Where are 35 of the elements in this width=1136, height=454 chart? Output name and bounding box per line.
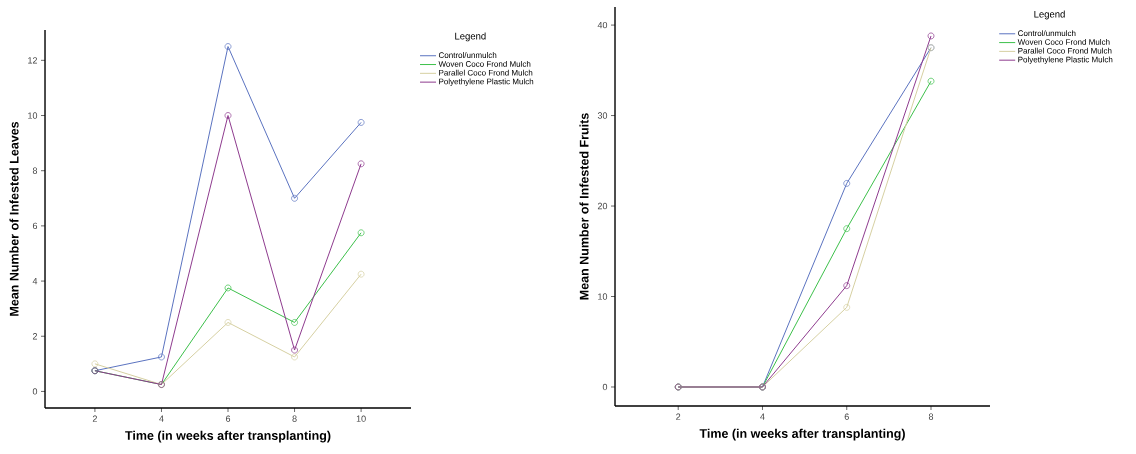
legend-label: Polyethylene Plastic Mulch: [1018, 56, 1113, 64]
x-tick-label: 6: [844, 413, 849, 420]
x-tick-label: 2: [676, 413, 681, 420]
legend-label: Parallel Coco Frond Mulch: [439, 69, 533, 76]
legend-label: Control/unmulch: [1018, 30, 1076, 37]
y-tick-label: 0: [602, 383, 608, 391]
x-tick-label: 2: [92, 415, 97, 422]
x-tick-label: 8: [928, 413, 934, 420]
x-tick-label: 8: [292, 415, 297, 422]
y-tick-label: 4: [32, 277, 38, 285]
x-tick-label: 4: [760, 413, 765, 420]
y-tick-label: 12: [28, 57, 38, 64]
x-tick-label: 4: [159, 415, 164, 422]
y-tick-label: 40: [597, 21, 608, 29]
x-axis-title: Time (in weeks after transplanting): [125, 430, 331, 443]
y-tick-label: 20: [597, 202, 608, 210]
y-tick-label: 10: [598, 293, 608, 300]
y-axis-title: Mean Number of Infested Leaves: [9, 121, 19, 316]
legend-label: Woven Coco Frond Mulch: [1017, 38, 1110, 45]
y-tick-label: 10: [28, 112, 38, 119]
legend-label: Control/unmulch: [438, 52, 497, 58]
y-tick-label: 8: [32, 167, 38, 174]
y-tick-label: 0: [32, 388, 38, 395]
x-tick-label: 6: [225, 415, 231, 422]
legend-title: Legend: [455, 32, 486, 42]
y-tick-label: 6: [32, 222, 38, 230]
legend-label: Parallel Coco Frond Mulch: [1018, 47, 1112, 54]
x-tick-label: 10: [356, 415, 366, 422]
legend-label: Polyethylene Plastic Mulch: [439, 78, 534, 86]
y-axis-title: Mean Number of Infested Fruits: [579, 113, 589, 300]
y-tick-label: 2: [32, 333, 38, 340]
y-tick-label: 30: [597, 112, 608, 119]
legend-label: Woven Coco Frond Mulch: [438, 60, 531, 67]
legend-title: Legend: [1034, 10, 1065, 20]
x-axis-title: Time (in weeks after transplanting): [699, 428, 905, 441]
